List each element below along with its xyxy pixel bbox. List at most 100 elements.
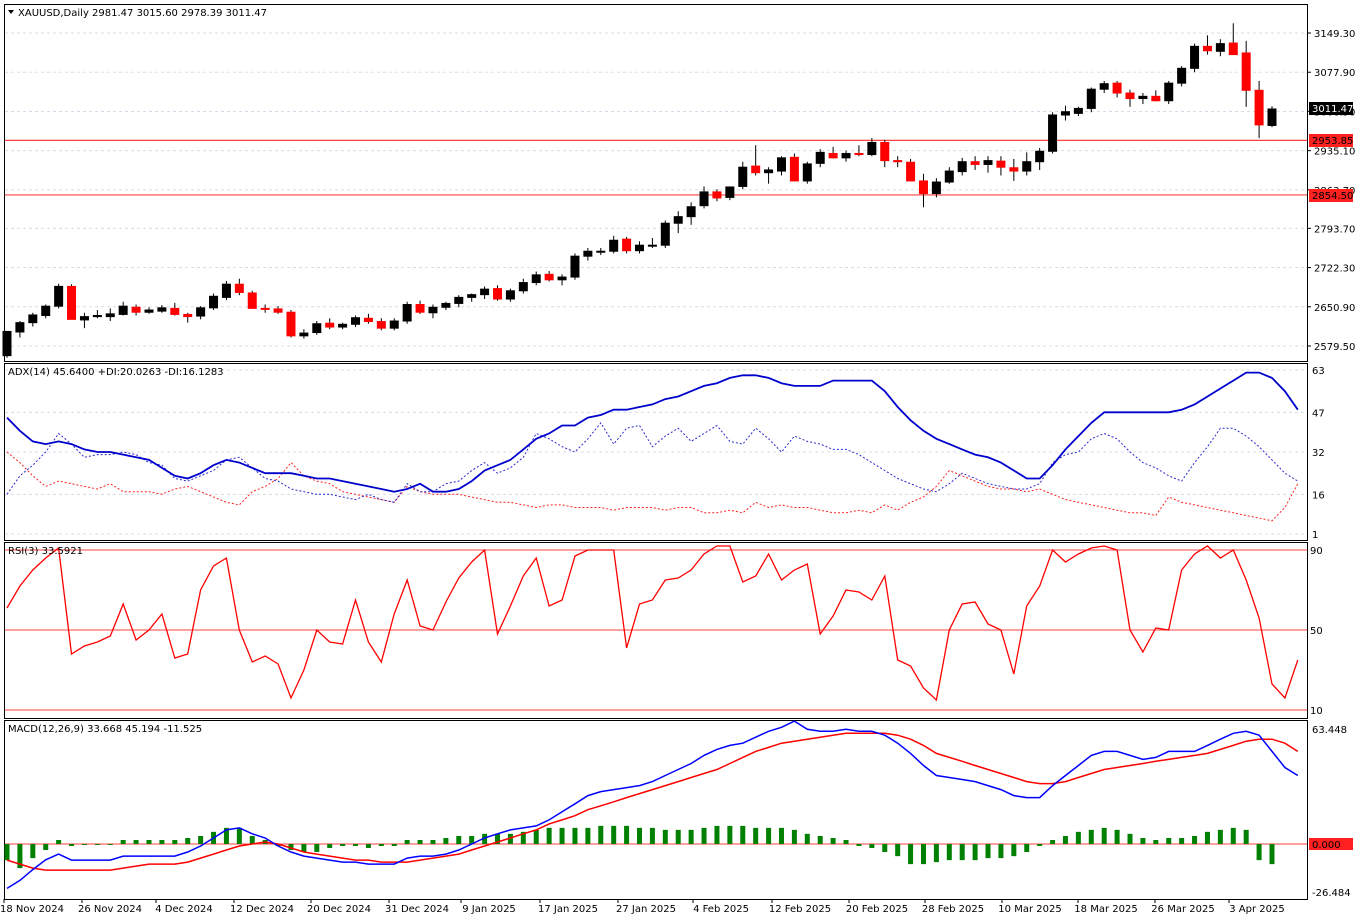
price-tick-label: 2793.70 — [1314, 224, 1355, 235]
macd-histogram-bar — [81, 843, 87, 845]
macd-histogram-bar — [753, 827, 759, 844]
candle-bull — [299, 332, 309, 337]
candle-bear — [622, 238, 632, 252]
macd-histogram-bar — [1192, 836, 1198, 844]
macd-histogram-bar — [714, 825, 720, 844]
candle-bear — [1151, 95, 1161, 102]
level-2-box — [1309, 189, 1353, 202]
time-tick-label: 18 Mar 2025 — [1074, 904, 1137, 915]
price-pane[interactable] — [4, 4, 1308, 362]
price-pane-header: XAUUSD,Daily 2981.47 3015.60 2978.39 301… — [18, 8, 267, 19]
level-2-label: 2854.50 — [1312, 191, 1353, 202]
candle-bull — [647, 244, 657, 247]
candle-bull — [157, 307, 167, 312]
candle-bear — [854, 152, 864, 156]
macd-histogram-bar — [1204, 831, 1210, 844]
macd-histogram-bar — [172, 840, 178, 844]
macd-histogram-bar — [482, 833, 488, 844]
price-tick-label: 2722.30 — [1314, 264, 1355, 275]
macd-histogram-bar — [740, 825, 746, 844]
candle-bull — [1190, 45, 1200, 69]
macd-histogram-bar — [94, 843, 100, 845]
macd-histogram-bar — [727, 825, 733, 844]
candle-bull — [467, 294, 477, 298]
candle-bull — [209, 295, 219, 309]
candle-bull — [1022, 161, 1032, 172]
macd-histogram-bar — [378, 843, 384, 846]
candle-bear — [1241, 52, 1251, 91]
macd-histogram-bar — [1256, 843, 1262, 861]
macd-histogram-bar — [882, 843, 888, 852]
rsi-pane-header: RSI(3) 33.5921 — [8, 546, 83, 557]
candle-bull — [867, 141, 877, 156]
macd-histogram-bar — [417, 840, 423, 844]
candle-bull — [196, 307, 206, 317]
candle-bull — [944, 170, 954, 183]
macd-histogram-bar — [572, 827, 578, 844]
candle-bull — [1138, 95, 1148, 100]
time-tick-label: 27 Jan 2025 — [616, 904, 676, 915]
level-1-box — [1309, 134, 1353, 147]
macd-histogram-bar — [1127, 833, 1133, 844]
grid-lines — [5, 32, 1307, 845]
candle-bull — [699, 191, 709, 207]
candle-bear — [376, 321, 386, 329]
macd-histogram-bar — [1217, 829, 1223, 844]
macd-histogram-bar — [598, 825, 604, 844]
adx-tick-label: 1 — [1312, 530, 1318, 541]
price-tick-label: 3077.90 — [1314, 68, 1355, 79]
candle-bull — [931, 181, 941, 195]
time-tick-label: 20 Dec 2024 — [307, 904, 371, 915]
candle-bear — [67, 285, 77, 320]
adx-lines — [6, 371, 1299, 522]
macd-histogram-bar — [185, 838, 191, 844]
macd-histogram-bar — [908, 843, 914, 865]
candle-bear — [789, 156, 799, 182]
macd-histogram-bar — [1075, 831, 1081, 844]
macd-histogram-bar — [301, 843, 307, 852]
candle-bull — [338, 323, 348, 328]
macd-histogram-bar — [688, 829, 694, 844]
last-price-box — [1309, 102, 1353, 115]
last-price-label: 3011.47 — [1312, 104, 1353, 115]
candle-bear — [1202, 45, 1212, 52]
macd-histogram-bar — [1037, 843, 1043, 846]
candle-bear — [493, 288, 503, 300]
candle-bull — [480, 288, 490, 296]
time-tick-label: 10 Mar 2025 — [998, 904, 1061, 915]
macd-histogram-bar — [959, 843, 965, 861]
macd-histogram-bar — [327, 843, 333, 848]
macd-histogram-bar — [249, 836, 255, 844]
macd-histogram-bar — [985, 843, 991, 859]
rsi-line — [6, 545, 1299, 702]
candle-bull — [802, 163, 812, 182]
time-tick-label: 26 Nov 2024 — [78, 904, 142, 915]
macd-histogram-bar — [520, 831, 526, 844]
macd-pane[interactable] — [4, 720, 1308, 900]
macd-histogram-bar — [430, 840, 436, 844]
candle-bull — [1099, 83, 1109, 90]
time-tick-label: 18 Nov 2024 — [0, 904, 64, 915]
macd-histogram-bar — [120, 840, 126, 844]
macd-histogram-bar — [391, 843, 397, 846]
macd-histogram-bar — [1269, 843, 1275, 865]
macd-histogram-bar — [404, 840, 410, 844]
candle-bull — [389, 320, 399, 329]
candle-bear — [131, 306, 141, 313]
candle-bear — [1254, 89, 1264, 126]
time-tick-label: 17 Jan 2025 — [538, 904, 598, 915]
candle-bull — [957, 161, 967, 173]
macd-histogram-bar — [637, 827, 642, 844]
dropdown-triangle-icon[interactable] — [8, 10, 14, 14]
macd-histogram-bar — [830, 838, 836, 844]
macd-histogram-bar — [1179, 838, 1185, 844]
adx-tick-label: 63 — [1312, 366, 1325, 377]
macd-tick-label: 63.448 — [1312, 725, 1347, 736]
macd-histogram-bar — [817, 836, 823, 844]
candle-bear — [918, 180, 928, 195]
macd-histogram-bar — [649, 827, 655, 844]
axis-labels: 3149.303077.903006.502935.102863.702793.… — [0, 29, 1355, 915]
candles — [2, 23, 1277, 358]
macd-histogram-bar — [456, 836, 462, 844]
